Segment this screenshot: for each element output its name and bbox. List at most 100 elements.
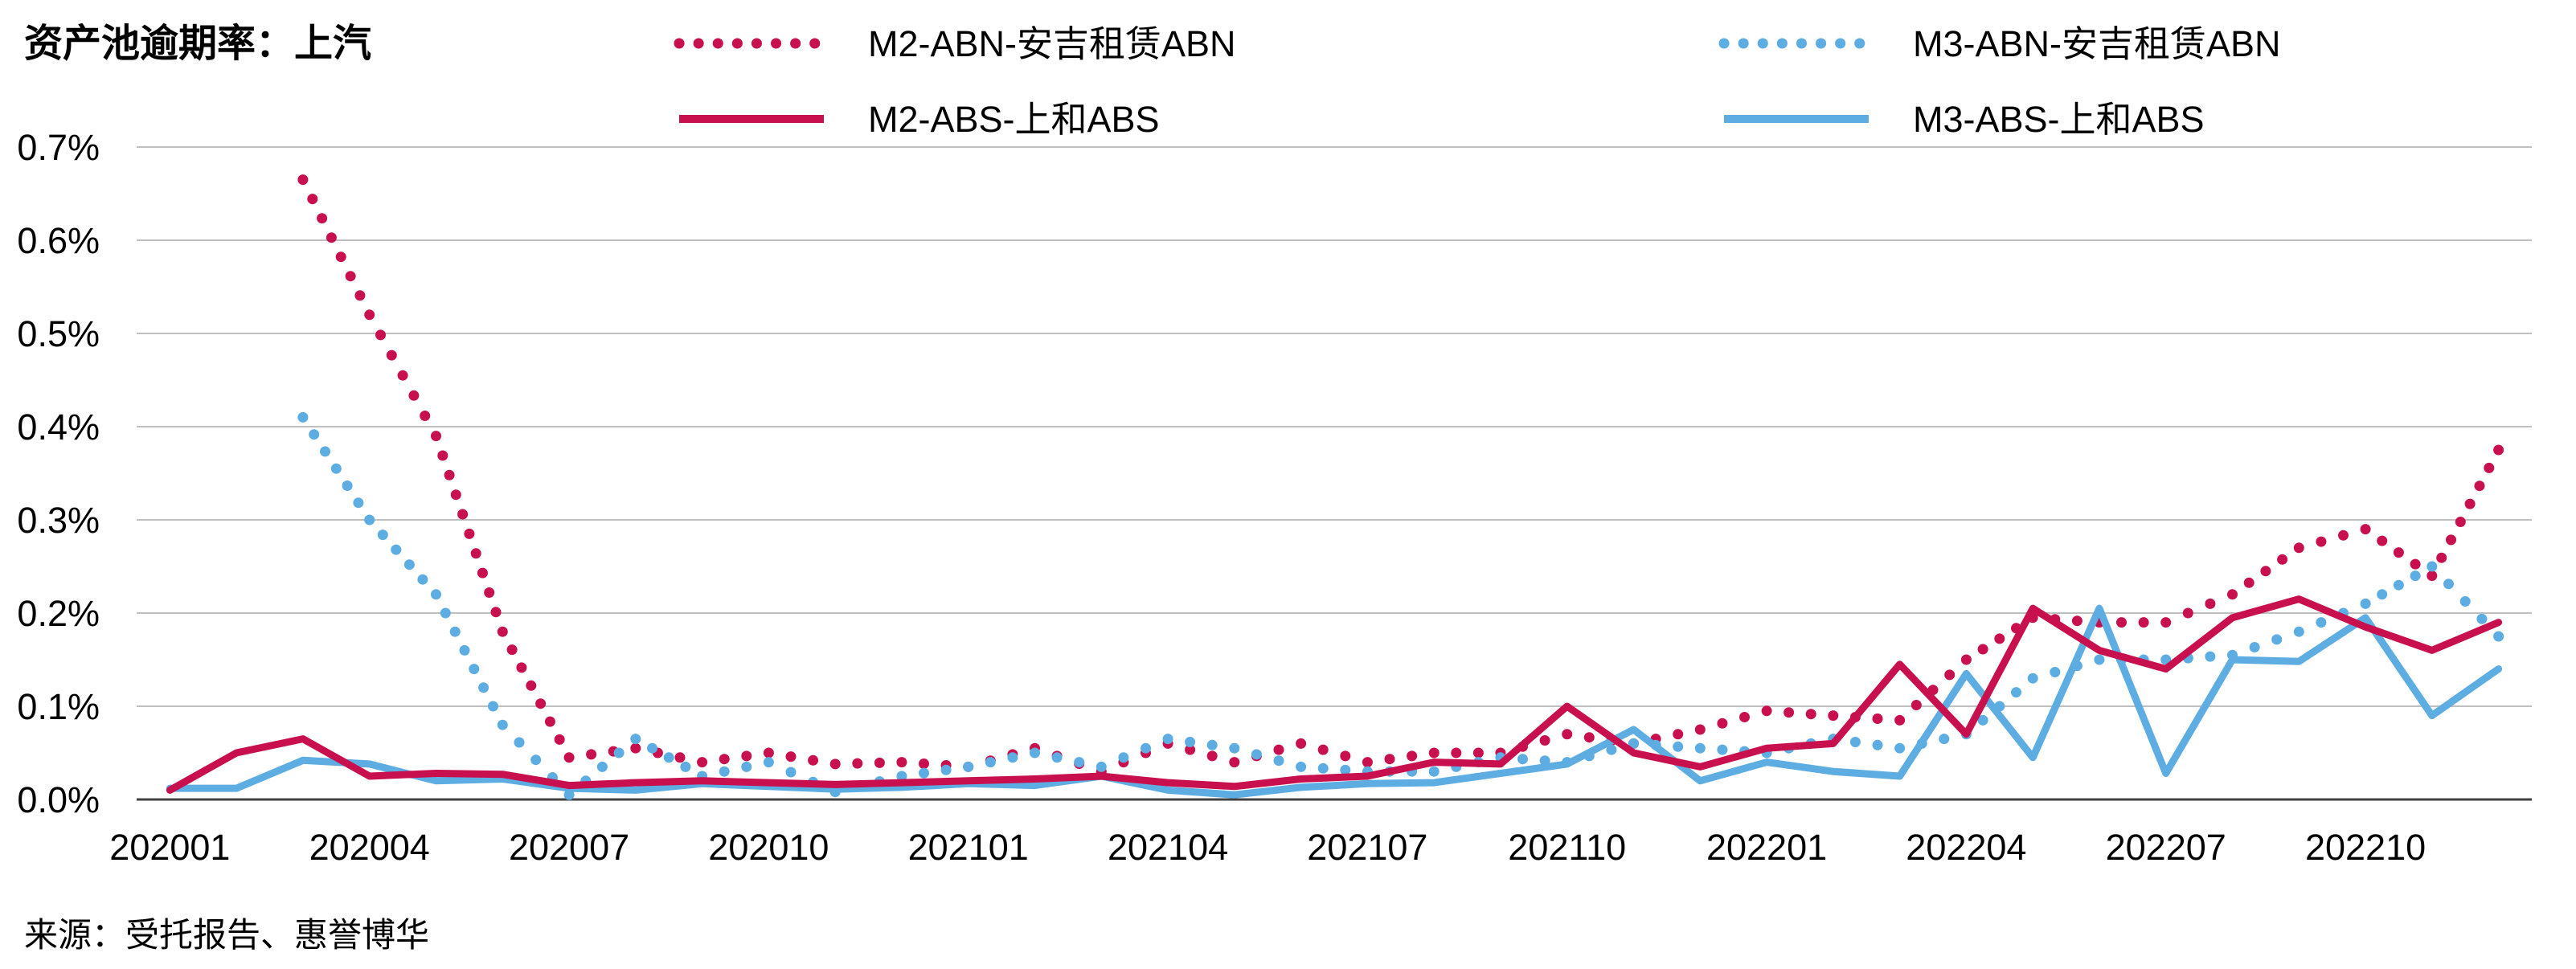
series-dot: [1384, 754, 1395, 765]
series-dot: [2293, 542, 2304, 554]
x-tick-label: 202210: [2305, 827, 2426, 868]
series-dot: [1340, 750, 1351, 762]
series-dot: [1739, 712, 1750, 722]
series-dot: [450, 489, 461, 501]
legend-label-m2-abn: M2-ABN-安吉租赁ABN: [868, 23, 1236, 64]
series-dot: [297, 411, 309, 423]
series-dot: [330, 463, 342, 474]
series-dot: [2427, 561, 2438, 572]
series-dot: [1872, 713, 1883, 724]
series-dot: [2484, 462, 2495, 473]
series-dot: [1977, 714, 1988, 726]
series-dot: [484, 587, 495, 598]
series-4: [166, 604, 2503, 799]
series-dot: [586, 749, 597, 760]
series-dot: [386, 350, 397, 361]
y-tick-label: 0.4%: [17, 407, 100, 448]
series-dot: [919, 767, 929, 779]
series-dot: [1539, 735, 1550, 746]
series-dot: [397, 370, 408, 381]
series-dot: [663, 752, 674, 763]
series-dot: [490, 607, 502, 618]
series-dot: [763, 747, 774, 758]
y-tick-label: 0.5%: [17, 313, 100, 354]
series-dot: [342, 480, 353, 491]
series-dot: [719, 766, 730, 777]
chart-title: 资产池逾期率：上汽: [24, 21, 371, 66]
x-tick-label: 202004: [309, 827, 430, 868]
series-dot: [963, 761, 974, 772]
series-dot: [2050, 667, 2061, 677]
series-dot: [1185, 744, 1196, 755]
series-dot: [478, 682, 489, 693]
series-dot: [457, 509, 469, 520]
series-dot: [2260, 566, 2271, 577]
series-dot: [1628, 738, 1639, 749]
series-dot: [2316, 617, 2327, 628]
series-dot: [919, 758, 929, 769]
series-dot: [985, 757, 996, 768]
series-dot: [307, 194, 318, 205]
series-dot: [1007, 752, 1018, 763]
x-tick-label: 202107: [1307, 827, 1427, 868]
x-tick-label: 202104: [1108, 827, 1228, 868]
series-dot: [1030, 747, 1040, 758]
series-dot: [408, 390, 420, 401]
series-dot: [469, 664, 480, 675]
series-dot: [613, 747, 625, 758]
series-1: [297, 174, 2504, 777]
series-dot: [514, 737, 525, 748]
series-dot: [1251, 749, 1262, 760]
series-dot: [497, 719, 508, 730]
series-dot: [1517, 754, 1528, 765]
series-dot: [1118, 752, 1129, 763]
series-dot: [2116, 617, 2127, 628]
series-dot: [1717, 718, 1728, 729]
series-dot: [2205, 651, 2216, 662]
series-dot: [2011, 687, 2021, 698]
series-dot: [630, 734, 641, 745]
series-dot: [1141, 742, 1151, 754]
x-tick-label: 202010: [708, 827, 829, 868]
series-dot: [2459, 596, 2471, 607]
source-note: 来源：受托报告、惠誉博华: [24, 915, 429, 955]
series-dot: [2476, 613, 2488, 624]
series-dot: [1673, 741, 1684, 752]
series-dot: [896, 771, 907, 782]
series-dot: [526, 680, 537, 691]
series-dot: [544, 716, 555, 727]
series-dot: [353, 497, 364, 509]
x-tick-label: 202007: [509, 827, 629, 868]
series-dot: [554, 734, 565, 745]
series-dot: [488, 701, 498, 712]
series-dot: [377, 529, 388, 541]
series-dot: [630, 742, 641, 754]
series-dot: [1296, 738, 1307, 749]
series-dot: [2446, 534, 2456, 546]
series-dot: [2464, 498, 2476, 509]
series-dot: [1340, 764, 1351, 775]
series-dot: [1472, 747, 1484, 758]
series-dot: [420, 411, 431, 421]
series-dot: [1185, 737, 1196, 747]
series-dot: [2138, 617, 2149, 628]
series-dot: [326, 232, 337, 243]
series-dot: [2316, 536, 2327, 547]
series-dot: [2436, 552, 2447, 563]
series-dot: [1960, 654, 1972, 665]
series-dot: [506, 644, 518, 656]
series-dot: [309, 429, 320, 440]
series-dot: [874, 757, 885, 768]
series-dot: [563, 789, 575, 800]
series-dot: [459, 644, 470, 656]
series-dot: [829, 758, 841, 770]
y-tick-label: 0.2%: [17, 593, 100, 634]
series-dot: [1051, 752, 1063, 763]
series-dot: [1296, 761, 1307, 772]
y-tick-label: 0.0%: [17, 779, 100, 820]
series-dot: [444, 469, 455, 480]
series-dot: [1994, 633, 2005, 644]
series-dot: [1317, 744, 1329, 755]
series-dot: [1206, 750, 1218, 762]
series-dot: [464, 528, 475, 539]
